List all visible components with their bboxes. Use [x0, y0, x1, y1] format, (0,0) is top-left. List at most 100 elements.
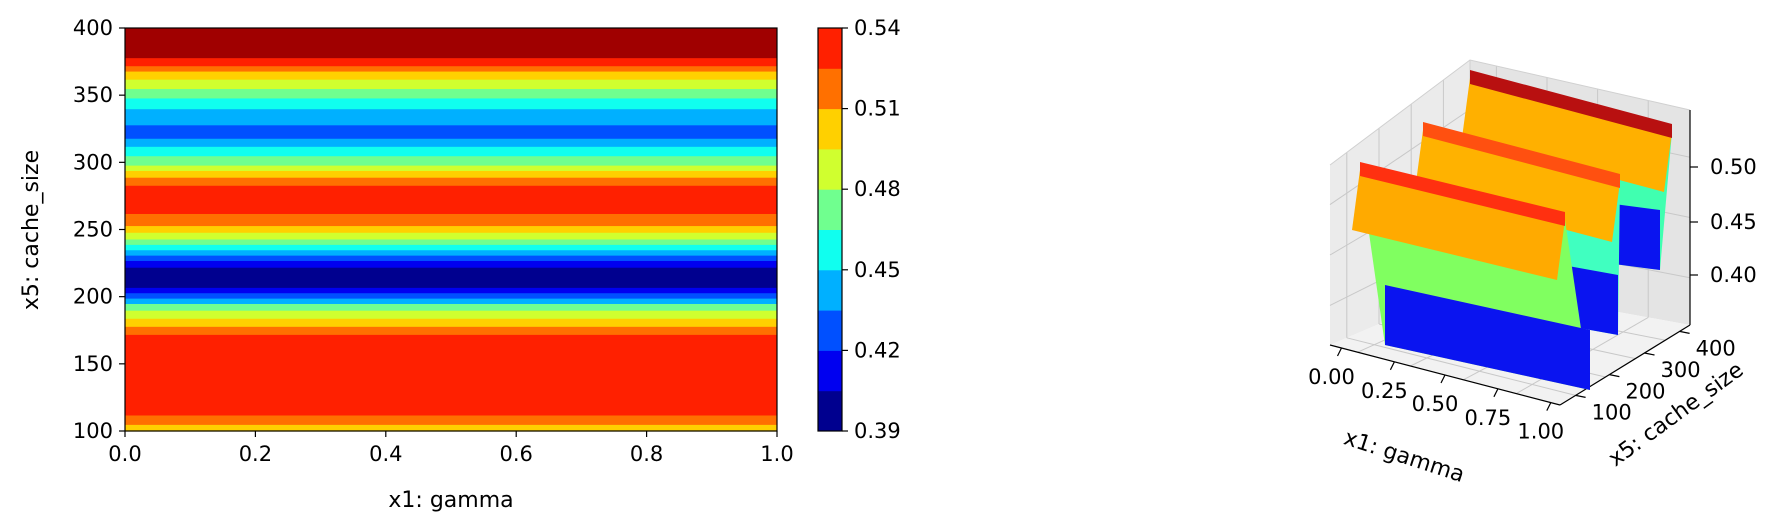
- contour-band-9: [125, 287, 777, 294]
- surface-x-label: x1: gamma: [1341, 426, 1468, 488]
- colorbar-segment-2: [818, 310, 842, 351]
- surface-y-tick-2: [1644, 352, 1655, 356]
- sheet-mid-ridge: [1423, 122, 1620, 188]
- surface-x-tick-label-0: 0.00: [1308, 365, 1355, 389]
- contour-y-tick-label-5: 350: [73, 83, 113, 107]
- surface-x-tick-label-3: 0.75: [1465, 406, 1512, 430]
- colorbar-tick-label-5: 0.54: [854, 16, 901, 40]
- colorbar-segment-4: [818, 229, 842, 271]
- sheet-back-ridge: [1470, 70, 1672, 138]
- contour-x-tick-label-3: 0.6: [499, 442, 532, 466]
- surface-y-tick-label-2: 300: [1661, 358, 1701, 382]
- contour-band-0: [125, 424, 777, 432]
- contour-x-tick-label-1: 0.2: [239, 442, 272, 466]
- contour-band-7: [125, 298, 777, 304]
- contour-band-17: [125, 225, 777, 233]
- surface-x-tick-0: [1336, 347, 1343, 357]
- contour-band-3: [125, 326, 777, 335]
- colorbar-tick-label-3: 0.48: [854, 177, 901, 201]
- surface-x-tick-4: [1546, 402, 1552, 411]
- surface-x-tick-label-1: 0.25: [1361, 379, 1408, 403]
- surface-3d-plot: 0.000.250.500.751.001002003004000.400.45…: [1308, 59, 1757, 488]
- contour-band-12: [125, 255, 777, 261]
- colorbar-segment-9: [818, 28, 842, 69]
- contour-band-18: [125, 213, 777, 227]
- colorbar-segment-7: [818, 108, 842, 150]
- contour-band-32: [125, 65, 777, 72]
- contour-band-30: [125, 79, 777, 90]
- surface-x-tick-3: [1493, 388, 1499, 398]
- colorbar-segment-6: [818, 148, 842, 190]
- contour-band-4: [125, 318, 777, 327]
- contour-band-22: [125, 165, 777, 171]
- contour-band-8: [125, 292, 777, 299]
- contour-y-tick-label-0: 100: [73, 419, 113, 443]
- contour-band-14: [125, 244, 777, 251]
- contour-x-tick-label-4: 0.8: [630, 442, 663, 466]
- surface-y-tick-label-3: 400: [1696, 336, 1736, 360]
- y-axis-line-3d: [1559, 324, 1691, 406]
- contour-plot: 0.0 0.2 0.4 0.6 0.8 1.0 100 150 200 250 300 350 400…: [19, 16, 794, 513]
- colorbar-tick-label-1: 0.42: [854, 338, 901, 362]
- contour-band-1: [125, 414, 777, 425]
- contour-y-label: x5: cache_size: [19, 150, 44, 310]
- surface-y-tick-0: [1575, 394, 1586, 398]
- surface-y-tick-label-0: 100: [1592, 400, 1632, 424]
- contour-band-11: [125, 260, 777, 268]
- surface-x-tick-label-2: 0.50: [1412, 392, 1459, 416]
- contour-band-13: [125, 249, 777, 256]
- colorbar-segments: [818, 28, 842, 432]
- colorbar-frame: [817, 27, 843, 432]
- contour-band-26: [125, 124, 777, 139]
- contour-band-16: [125, 232, 777, 240]
- colorbar: 0.39 0.42 0.45 0.48 0.51 0.54: [817, 16, 901, 443]
- contour-band-28: [125, 97, 777, 110]
- contour-band-24: [125, 146, 777, 157]
- colorbar-tick-label-4: 0.51: [854, 97, 901, 121]
- sheet-mid-top: [1415, 130, 1620, 242]
- colorbar-segment-1: [818, 350, 842, 392]
- colorbar-tick-label-0: 0.39: [854, 419, 901, 443]
- contour-band-5: [125, 310, 777, 319]
- colorbar-segment-8: [818, 68, 842, 110]
- contour-band-31: [125, 70, 777, 80]
- surface-sheets: [1352, 70, 1672, 390]
- surface-y-tick-label-1: 200: [1625, 380, 1665, 404]
- surface-y-tick-1: [1609, 374, 1620, 378]
- surface-z-tick-label-1: 0.45: [1710, 210, 1757, 234]
- contour-band-2: [125, 334, 777, 416]
- contour-x-tick-label-5: 1.0: [760, 442, 793, 466]
- contour-y-tick-label-1: 150: [73, 352, 113, 376]
- grid-floor-y-0: [1346, 337, 1576, 396]
- contour-band-25: [125, 138, 777, 147]
- ticks-3d: 0.000.250.500.751.001002003004000.400.45…: [1308, 155, 1757, 444]
- contour-x-label: x1: gamma: [388, 488, 513, 513]
- sheet-front-top: [1352, 170, 1565, 280]
- contour-band-10: [125, 267, 777, 288]
- contour-band-27: [125, 108, 777, 126]
- colorbar-segment-3: [818, 269, 842, 311]
- contour-band-15: [125, 238, 777, 245]
- contour-y-ticks: 100 150 200 250 300 350 400: [73, 16, 125, 443]
- surface-z-tick-label-2: 0.50: [1710, 155, 1757, 179]
- colorbar-ticks: 0.39 0.42 0.45 0.48 0.51 0.54: [842, 16, 901, 443]
- contour-band-29: [125, 88, 777, 99]
- contour-x-ticks: 0.0 0.2 0.4 0.6 0.8 1.0: [108, 431, 794, 466]
- contour-y-tick-label-3: 250: [73, 218, 113, 242]
- colorbar-segment-0: [818, 390, 842, 432]
- contour-band-33: [125, 57, 777, 67]
- sheet-front-ridge: [1360, 162, 1565, 226]
- surface-x-tick-2: [1440, 374, 1446, 384]
- contour-x-tick-label-0: 0.0: [108, 442, 141, 466]
- contour-band-20: [125, 177, 777, 186]
- surface-y-tick-3: [1679, 330, 1690, 334]
- contour-bands: [125, 28, 777, 432]
- contour-y-tick-label-2: 200: [73, 285, 113, 309]
- colorbar-segment-5: [818, 189, 842, 230]
- surface-x-tick-1: [1389, 361, 1395, 371]
- contour-band-6: [125, 303, 777, 311]
- contour-x-tick-label-2: 0.4: [369, 442, 402, 466]
- contour-band-23: [125, 155, 777, 166]
- contour-band-34: [125, 28, 777, 59]
